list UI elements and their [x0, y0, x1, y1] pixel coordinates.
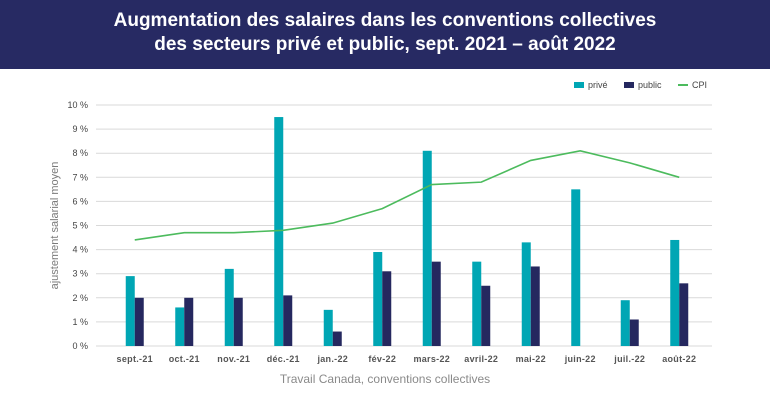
x-tick-label: mars-22: [413, 354, 450, 364]
chart-title-line-1: Augmentation des salaires dans les conve…: [113, 10, 657, 31]
bar-public: [184, 297, 194, 346]
legend-swatch-prive: [574, 82, 584, 88]
bar-public: [629, 319, 639, 346]
bar-prive: [620, 300, 630, 346]
x-tick-label: mai-22: [516, 354, 546, 364]
bar-public: [431, 261, 441, 346]
x-tick-label: juin-22: [564, 354, 596, 364]
bar-prive: [274, 117, 284, 346]
legend-label: CPI: [692, 80, 707, 90]
x-tick-label: déc.-21: [267, 354, 300, 364]
y-tick-label: 2 %: [72, 293, 88, 303]
cpi-line: [134, 149, 680, 241]
y-tick-label: 6 %: [72, 196, 88, 206]
bar-public: [233, 297, 243, 346]
chart-area: 0 % 1 % 2 % 3 % 4 % 5 % 6 % 7 % 8 % 9 % 10 % ajuste…: [49, 80, 712, 364]
x-tick-label: fév-22: [368, 354, 396, 364]
bar-prive: [373, 252, 383, 346]
y-tick-label: 8 %: [72, 148, 88, 158]
x-tick-label: oct.-21: [169, 354, 200, 364]
bar-public: [332, 331, 342, 346]
bar-prive: [224, 268, 234, 346]
bar-prive: [472, 261, 482, 346]
y-tick-label: 7 %: [72, 172, 88, 182]
bar-public: [283, 295, 293, 346]
legend-label: privé: [588, 80, 608, 90]
legend-label: public: [638, 80, 662, 90]
bar-public: [481, 285, 491, 346]
x-tick-label: juil.-22: [613, 354, 645, 364]
y-tick-label: 9 %: [72, 124, 88, 134]
bar-prive: [125, 276, 135, 346]
x-tick-label: avril-22: [464, 354, 498, 364]
x-tick-label: nov.-21: [217, 354, 250, 364]
bar-prive: [422, 150, 432, 346]
y-tick-label: 3 %: [72, 269, 88, 279]
bar-prive: [521, 242, 531, 346]
chart-title-line-2: des secteurs privé et public, sept. 2021…: [154, 34, 616, 55]
source-note: Travail Canada, conventions collectives: [279, 372, 491, 386]
x-tick-label: août-22: [662, 354, 696, 364]
bar-prive: [571, 189, 581, 346]
bar-public: [134, 297, 144, 346]
legend-swatch-public: [624, 82, 634, 88]
y-tick-label: 5 %: [72, 221, 88, 231]
bar-prive: [323, 309, 333, 346]
x-tick-label: jan.-22: [316, 354, 348, 364]
y-tick-label: 0 %: [72, 341, 88, 351]
bar-prive: [670, 239, 680, 346]
bar-public: [679, 283, 689, 346]
x-tick-label: sept.-21: [117, 354, 153, 364]
bar-public: [530, 266, 540, 346]
y-axis-label: ajustement salarial moyen: [49, 162, 61, 290]
bar-prive: [175, 307, 185, 346]
y-tick-label: 4 %: [72, 245, 88, 255]
bar-public: [382, 271, 392, 346]
y-tick-label: 1 %: [72, 317, 88, 327]
y-tick-label: 10 %: [67, 100, 88, 110]
title-banner: Augmentation des salaires dans les conve…: [0, 0, 770, 69]
